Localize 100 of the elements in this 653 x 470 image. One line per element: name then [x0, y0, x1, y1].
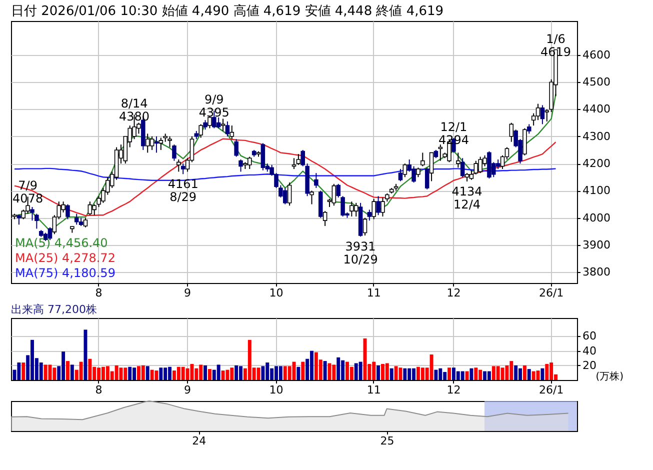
annotation: 4134 12/4 — [452, 184, 482, 212]
bar — [514, 365, 518, 380]
y-tick-label: 4300 — [582, 130, 610, 143]
bar — [44, 364, 48, 380]
bar — [22, 362, 26, 380]
candlestick — [314, 172, 318, 188]
candlestick — [350, 201, 354, 217]
x-tick-label: 8 — [95, 286, 102, 300]
bar — [487, 371, 491, 380]
bar — [385, 363, 389, 380]
bar — [460, 371, 464, 380]
candlestick — [509, 122, 514, 142]
bar — [39, 362, 43, 380]
candlestick — [372, 198, 376, 220]
bar — [470, 368, 474, 380]
bar — [66, 361, 70, 380]
candlestick — [429, 152, 434, 182]
text: MA(25) 4,278.72 — [15, 251, 116, 265]
bar — [216, 364, 220, 380]
y-tick-label: 3900 — [582, 238, 610, 252]
x-tick-label: 10 — [269, 286, 284, 300]
y-axis-title: (万株) — [596, 370, 624, 382]
annotation: 3931 10/29 — [343, 240, 378, 267]
candlestick — [424, 167, 430, 190]
candlestick — [176, 158, 181, 172]
candlestick — [540, 104, 545, 125]
x-tick-label: 25 — [380, 434, 394, 448]
bar — [332, 364, 336, 380]
bar — [234, 365, 238, 380]
bar — [114, 365, 118, 380]
x-tick-label: 24 — [192, 434, 206, 448]
bar — [532, 371, 536, 380]
bar — [159, 368, 163, 380]
candlestick — [260, 142, 266, 171]
y-tick-label: 4500 — [582, 76, 610, 89]
candlestick — [292, 158, 296, 170]
candlestick — [234, 138, 238, 158]
bar — [430, 354, 434, 380]
bar — [376, 365, 380, 380]
y-tick-label: 4400 — [582, 102, 610, 116]
bar — [261, 366, 265, 380]
bar — [496, 366, 500, 380]
candlestick — [402, 163, 408, 178]
candlestick — [536, 103, 540, 121]
bar — [52, 368, 56, 380]
candlestick — [287, 182, 292, 206]
bar — [434, 370, 438, 380]
candlestick — [469, 170, 474, 180]
x-tick-label: 11 — [366, 286, 381, 300]
y-tick-label: 3800 — [582, 266, 610, 279]
candlestick — [158, 137, 164, 150]
x-tick-label: 11 — [366, 384, 381, 396]
candlestick — [367, 209, 372, 222]
candlestick — [198, 124, 203, 138]
x-tick-label: 12 — [446, 286, 461, 300]
candlestick — [172, 144, 176, 162]
bar — [403, 368, 407, 380]
candlestick — [420, 152, 425, 167]
candlestick — [230, 125, 234, 140]
candlestick — [296, 154, 301, 166]
candlestick — [21, 209, 26, 220]
candlestick — [145, 133, 150, 154]
candlestick — [322, 210, 328, 226]
y-tick-label: 4100 — [582, 184, 610, 198]
bar — [278, 366, 282, 380]
candlestick — [474, 160, 478, 175]
bar — [204, 365, 207, 380]
candlestick — [376, 196, 380, 216]
bar — [17, 362, 21, 380]
candlestick — [310, 190, 314, 205]
bar — [522, 365, 526, 380]
bar — [150, 370, 154, 380]
y-tick-label: 4600 — [582, 48, 610, 62]
bar — [288, 366, 292, 380]
candlestick — [282, 187, 288, 205]
candlestick — [168, 136, 172, 148]
bar — [88, 358, 92, 380]
bar — [540, 368, 544, 380]
bar — [146, 366, 150, 380]
candlestick — [438, 144, 443, 162]
x-tick-label: 12 — [446, 384, 461, 396]
x-tick-label: 9 — [184, 384, 192, 396]
series-label: MA(5) 4,456.40 — [15, 236, 108, 250]
candlestick — [416, 167, 420, 178]
bar — [186, 368, 190, 380]
candlestick — [225, 120, 230, 137]
bar — [79, 362, 83, 380]
bar — [128, 366, 132, 380]
candlestick — [332, 183, 336, 206]
bar — [527, 369, 531, 380]
bar — [390, 368, 394, 380]
bar — [465, 371, 469, 380]
x-tick-label: 26/1 — [538, 384, 564, 396]
candlestick — [203, 120, 208, 130]
bar — [474, 368, 478, 380]
bar — [70, 364, 74, 380]
y-tick-label: 20 — [582, 358, 596, 372]
candlestick — [456, 152, 460, 168]
bar — [154, 370, 158, 380]
candlestick — [208, 116, 212, 129]
